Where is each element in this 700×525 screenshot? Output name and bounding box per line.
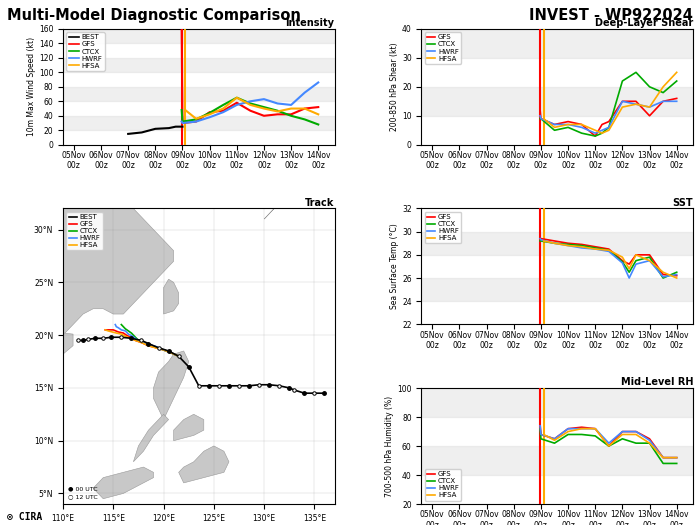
Polygon shape: [134, 414, 169, 462]
Legend: BEST, GFS, CTCX, HWRF, HFSA: BEST, GFS, CTCX, HWRF, HFSA: [66, 212, 103, 250]
Bar: [421, 278, 693, 301]
Polygon shape: [164, 279, 178, 314]
Legend: GFS, CTCX, HWRF, HFSA: GFS, CTCX, HWRF, HFSA: [425, 33, 461, 64]
Polygon shape: [63, 208, 174, 335]
Text: ○ 12 UTC: ○ 12 UTC: [68, 494, 98, 499]
Text: Multi-Model Diagnostic Comparison: Multi-Model Diagnostic Comparison: [7, 8, 301, 23]
Text: ⊙ CIRA: ⊙ CIRA: [7, 512, 42, 522]
Bar: [421, 446, 693, 475]
Polygon shape: [51, 333, 73, 354]
Polygon shape: [224, 145, 254, 187]
Text: INVEST - WP922024: INVEST - WP922024: [529, 8, 693, 23]
Polygon shape: [174, 414, 204, 440]
Bar: [63, 116, 335, 130]
Text: Mid-Level RH: Mid-Level RH: [620, 377, 693, 387]
Bar: [63, 87, 335, 101]
Text: ● 00 UTC: ● 00 UTC: [68, 486, 98, 491]
Y-axis label: 200-850 hPa Shear (kt): 200-850 hPa Shear (kt): [390, 43, 399, 131]
Text: Intensity: Intensity: [286, 18, 335, 28]
Text: Deep-Layer Shear: Deep-Layer Shear: [595, 18, 693, 28]
Text: Track: Track: [305, 198, 335, 208]
Polygon shape: [153, 351, 189, 419]
Polygon shape: [264, 166, 325, 219]
Bar: [421, 388, 693, 417]
Y-axis label: Sea Surface Temp (°C): Sea Surface Temp (°C): [390, 224, 399, 309]
Bar: [421, 87, 693, 116]
Legend: GFS, CTCX, HWRF, HFSA: GFS, CTCX, HWRF, HFSA: [425, 469, 461, 500]
Legend: BEST, GFS, CTCX, HWRF, HFSA: BEST, GFS, CTCX, HWRF, HFSA: [66, 33, 105, 71]
Bar: [421, 232, 693, 255]
Bar: [421, 29, 693, 58]
Y-axis label: 10m Max Wind Speed (kt): 10m Max Wind Speed (kt): [27, 37, 36, 136]
Y-axis label: 700-500 hPa Humidity (%): 700-500 hPa Humidity (%): [386, 395, 394, 497]
Polygon shape: [178, 446, 229, 483]
Bar: [63, 58, 335, 72]
Text: SST: SST: [673, 198, 693, 208]
Legend: GFS, CTCX, HWRF, HFSA: GFS, CTCX, HWRF, HFSA: [425, 212, 461, 243]
Bar: [63, 29, 335, 44]
Polygon shape: [93, 467, 153, 499]
